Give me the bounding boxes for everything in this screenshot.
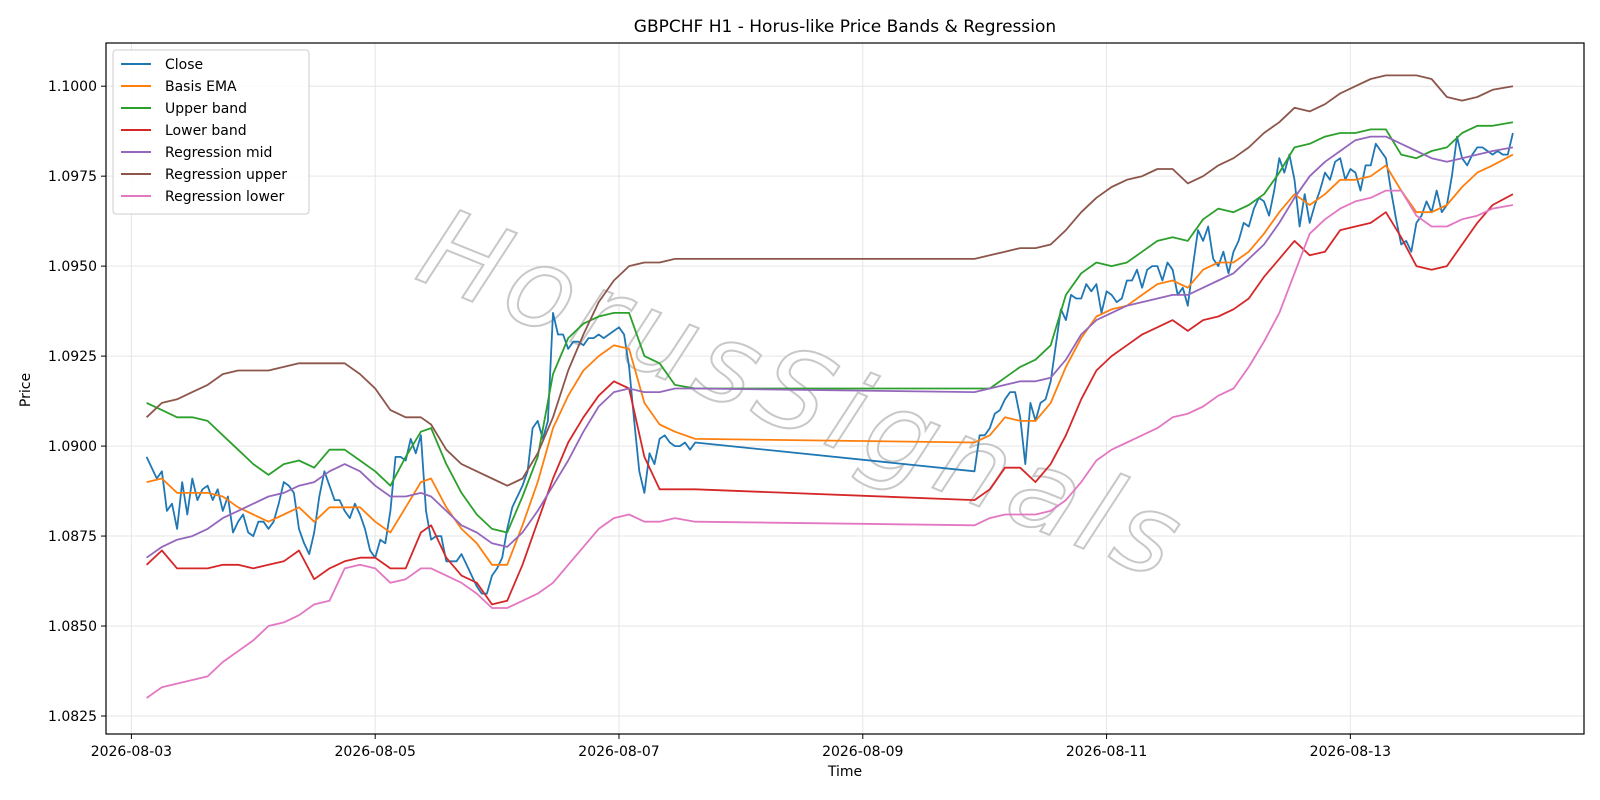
series-line-close [145,132,1514,595]
plot-frame [105,42,1585,735]
legend-label-regression-upper: Regression upper [165,167,287,183]
series-line-regression-upper [145,74,1514,487]
chart-title: GBPCHF H1 - Horus-like Price Bands & Reg… [634,17,1056,37]
series-line-lower-band [145,193,1514,606]
series-line-regression-lower [146,189,1514,699]
y-tick-label: 1.0850 [48,619,97,635]
legend: Close Basis EMA Upper band Lower band Regres… [112,49,310,215]
x-tick-label: 2026-08-03 [91,744,172,760]
legend-label-lower-band: Lower band [165,123,247,139]
y-axis-label: Price [18,373,34,407]
x-tick-label: 2026-08-11 [1066,744,1147,760]
x-tick-label: 2026-08-07 [578,744,659,760]
x-axis-label: Time [827,764,862,780]
x-tick-label: 2026-08-09 [822,744,903,760]
legend-label-regression-mid: Regression mid [165,145,272,161]
y-tick-label: 1.0900 [48,439,97,455]
legend-label-regression-lower: Regression lower [165,189,285,205]
series-line-regression-mid [146,135,1514,559]
y-tick-label: 1.1000 [48,79,97,95]
y-tick-label: 1.0925 [48,349,97,365]
legend-label-upper-band: Upper band [165,101,247,117]
legend-label-basis-ema: Basis EMA [165,79,237,95]
y-tick-label: 1.0875 [48,529,97,545]
legend-box [112,49,310,215]
series-line-basis-ema [146,153,1514,566]
x-tick-label: 2026-08-13 [1310,744,1391,760]
y-tick-label: 1.0975 [48,169,97,185]
legend-label-close: Close [165,57,203,73]
y-tick-label: 1.0825 [48,709,97,725]
y-tick-label: 1.0950 [48,259,97,275]
x-tick-label: 2026-08-05 [335,744,416,760]
